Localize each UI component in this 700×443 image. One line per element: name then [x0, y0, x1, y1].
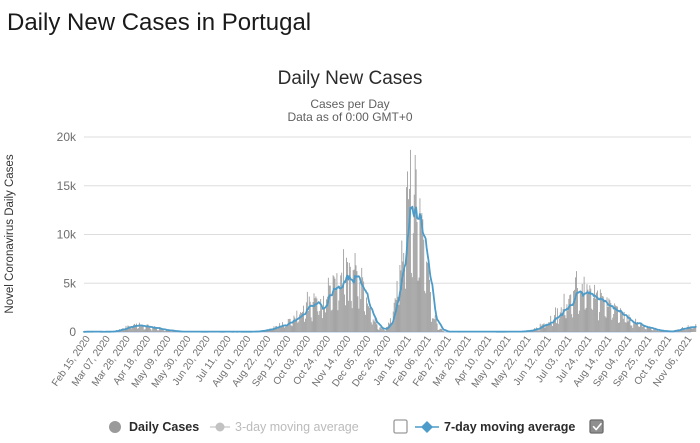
- svg-text:10k: 10k: [57, 228, 77, 242]
- svg-text:5k: 5k: [63, 276, 77, 290]
- svg-text:20k: 20k: [57, 130, 77, 144]
- svg-text:15k: 15k: [57, 179, 77, 193]
- svg-text:0: 0: [69, 325, 76, 339]
